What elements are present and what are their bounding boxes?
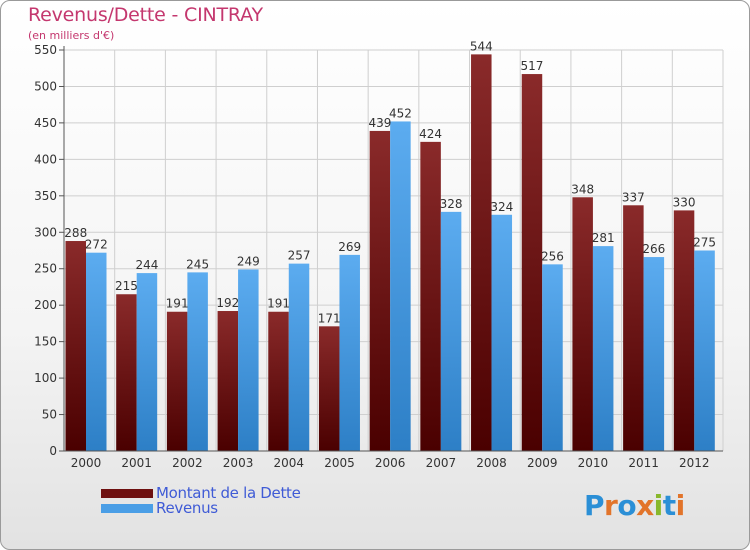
logo-letter: i <box>675 489 686 522</box>
data-label-revenue: 281 <box>592 231 615 245</box>
data-label-debt: 544 <box>470 39 493 53</box>
y-tick-label: 300 <box>34 225 57 239</box>
data-label-revenue: 324 <box>490 200 513 214</box>
y-tick-label: 50 <box>42 408 57 422</box>
data-label-debt: 215 <box>115 279 138 293</box>
legend-label-debt: Montant de la Dette <box>156 484 301 502</box>
x-tick-label: 2006 <box>375 456 406 470</box>
data-label-debt: 171 <box>318 311 341 325</box>
x-tick-label: 2012 <box>679 456 710 470</box>
x-tick-label: 2002 <box>172 456 203 470</box>
bar-debt <box>623 205 644 451</box>
bar-debt <box>420 141 441 451</box>
y-tick-label: 400 <box>34 152 57 166</box>
bar-debt <box>369 130 391 452</box>
bar-revenue <box>288 263 310 451</box>
data-label-revenue: 245 <box>186 257 209 271</box>
y-tick-label: 250 <box>34 262 57 276</box>
bar-revenue <box>542 264 563 451</box>
data-label-revenue: 249 <box>237 254 260 268</box>
logo-letter: i <box>653 489 664 522</box>
bar-debt <box>217 311 239 451</box>
bar-revenue <box>694 250 715 451</box>
bar-revenue <box>238 269 259 451</box>
bar-revenue <box>643 257 665 451</box>
x-tick-label: 2010 <box>578 456 609 470</box>
y-tick-label: 550 <box>34 43 57 57</box>
x-tick-label: 2000 <box>71 456 102 470</box>
bar-revenue <box>86 252 107 451</box>
bar-debt <box>268 311 289 451</box>
data-label-revenue: 275 <box>693 236 716 250</box>
data-label-debt: 424 <box>419 127 442 141</box>
y-tick-label: 450 <box>34 116 57 130</box>
data-label-revenue: 269 <box>338 240 361 254</box>
data-label-debt: 192 <box>216 296 239 310</box>
legend-swatch-debt <box>101 489 153 498</box>
legend-label-revenue: Revenus <box>156 499 218 517</box>
bar-revenue <box>491 214 513 451</box>
bar-revenue <box>440 211 462 451</box>
data-label-revenue: 256 <box>541 249 564 263</box>
data-label-debt: 517 <box>521 59 544 73</box>
bar-debt <box>116 294 137 451</box>
data-label-debt: 330 <box>673 195 696 209</box>
data-label-revenue: 257 <box>288 249 311 263</box>
data-label-debt: 439 <box>368 116 391 130</box>
bar-debt <box>471 54 492 452</box>
chart-subtitle: (en milliers d'€) <box>28 29 115 42</box>
data-label-revenue: 272 <box>85 238 108 252</box>
x-tick-label: 2001 <box>121 456 152 470</box>
bar-revenue <box>390 121 411 451</box>
data-label-revenue: 266 <box>642 242 665 256</box>
chart-title: Revenus/Dette - CINTRAY <box>28 4 263 26</box>
data-label-debt: 337 <box>622 190 645 204</box>
bar-debt <box>673 210 695 451</box>
proxiti-logo: Proxiti <box>584 489 685 522</box>
data-label-debt: 191 <box>267 297 290 311</box>
data-label-debt: 348 <box>571 182 594 196</box>
logo-letter: r <box>604 489 618 522</box>
data-label-revenue: 328 <box>440 197 463 211</box>
data-label-debt: 191 <box>166 297 189 311</box>
logo-letter: t <box>662 489 676 522</box>
y-tick-label: 0 <box>49 444 57 458</box>
x-tick-label: 2007 <box>426 456 457 470</box>
bar-revenue <box>592 246 614 451</box>
bar-debt <box>521 74 543 451</box>
bar-debt <box>318 326 340 451</box>
data-label-debt: 288 <box>64 226 87 240</box>
x-tick-label: 2011 <box>628 456 659 470</box>
y-tick-label: 500 <box>34 79 57 93</box>
x-tick-label: 2003 <box>223 456 254 470</box>
y-tick-label: 150 <box>34 335 57 349</box>
y-tick-label: 100 <box>34 371 57 385</box>
legend-swatch-revenue <box>101 504 153 513</box>
logo-letter: o <box>617 489 637 522</box>
bar-revenue <box>187 272 208 451</box>
bar-debt <box>166 311 188 451</box>
x-tick-label: 2004 <box>273 456 304 470</box>
x-tick-label: 2008 <box>476 456 507 470</box>
logo-letter: x <box>636 489 654 522</box>
data-label-revenue: 244 <box>135 258 158 272</box>
bar-revenue <box>136 273 158 451</box>
logo-letter: P <box>584 489 605 522</box>
x-tick-label: 2005 <box>324 456 355 470</box>
y-tick-label: 350 <box>34 189 57 203</box>
y-tick-label: 200 <box>34 298 57 312</box>
bar-debt <box>65 241 86 451</box>
x-tick-label: 2009 <box>527 456 558 470</box>
bar-debt <box>572 197 593 451</box>
data-label-revenue: 452 <box>389 106 412 120</box>
bar-revenue <box>339 254 360 451</box>
